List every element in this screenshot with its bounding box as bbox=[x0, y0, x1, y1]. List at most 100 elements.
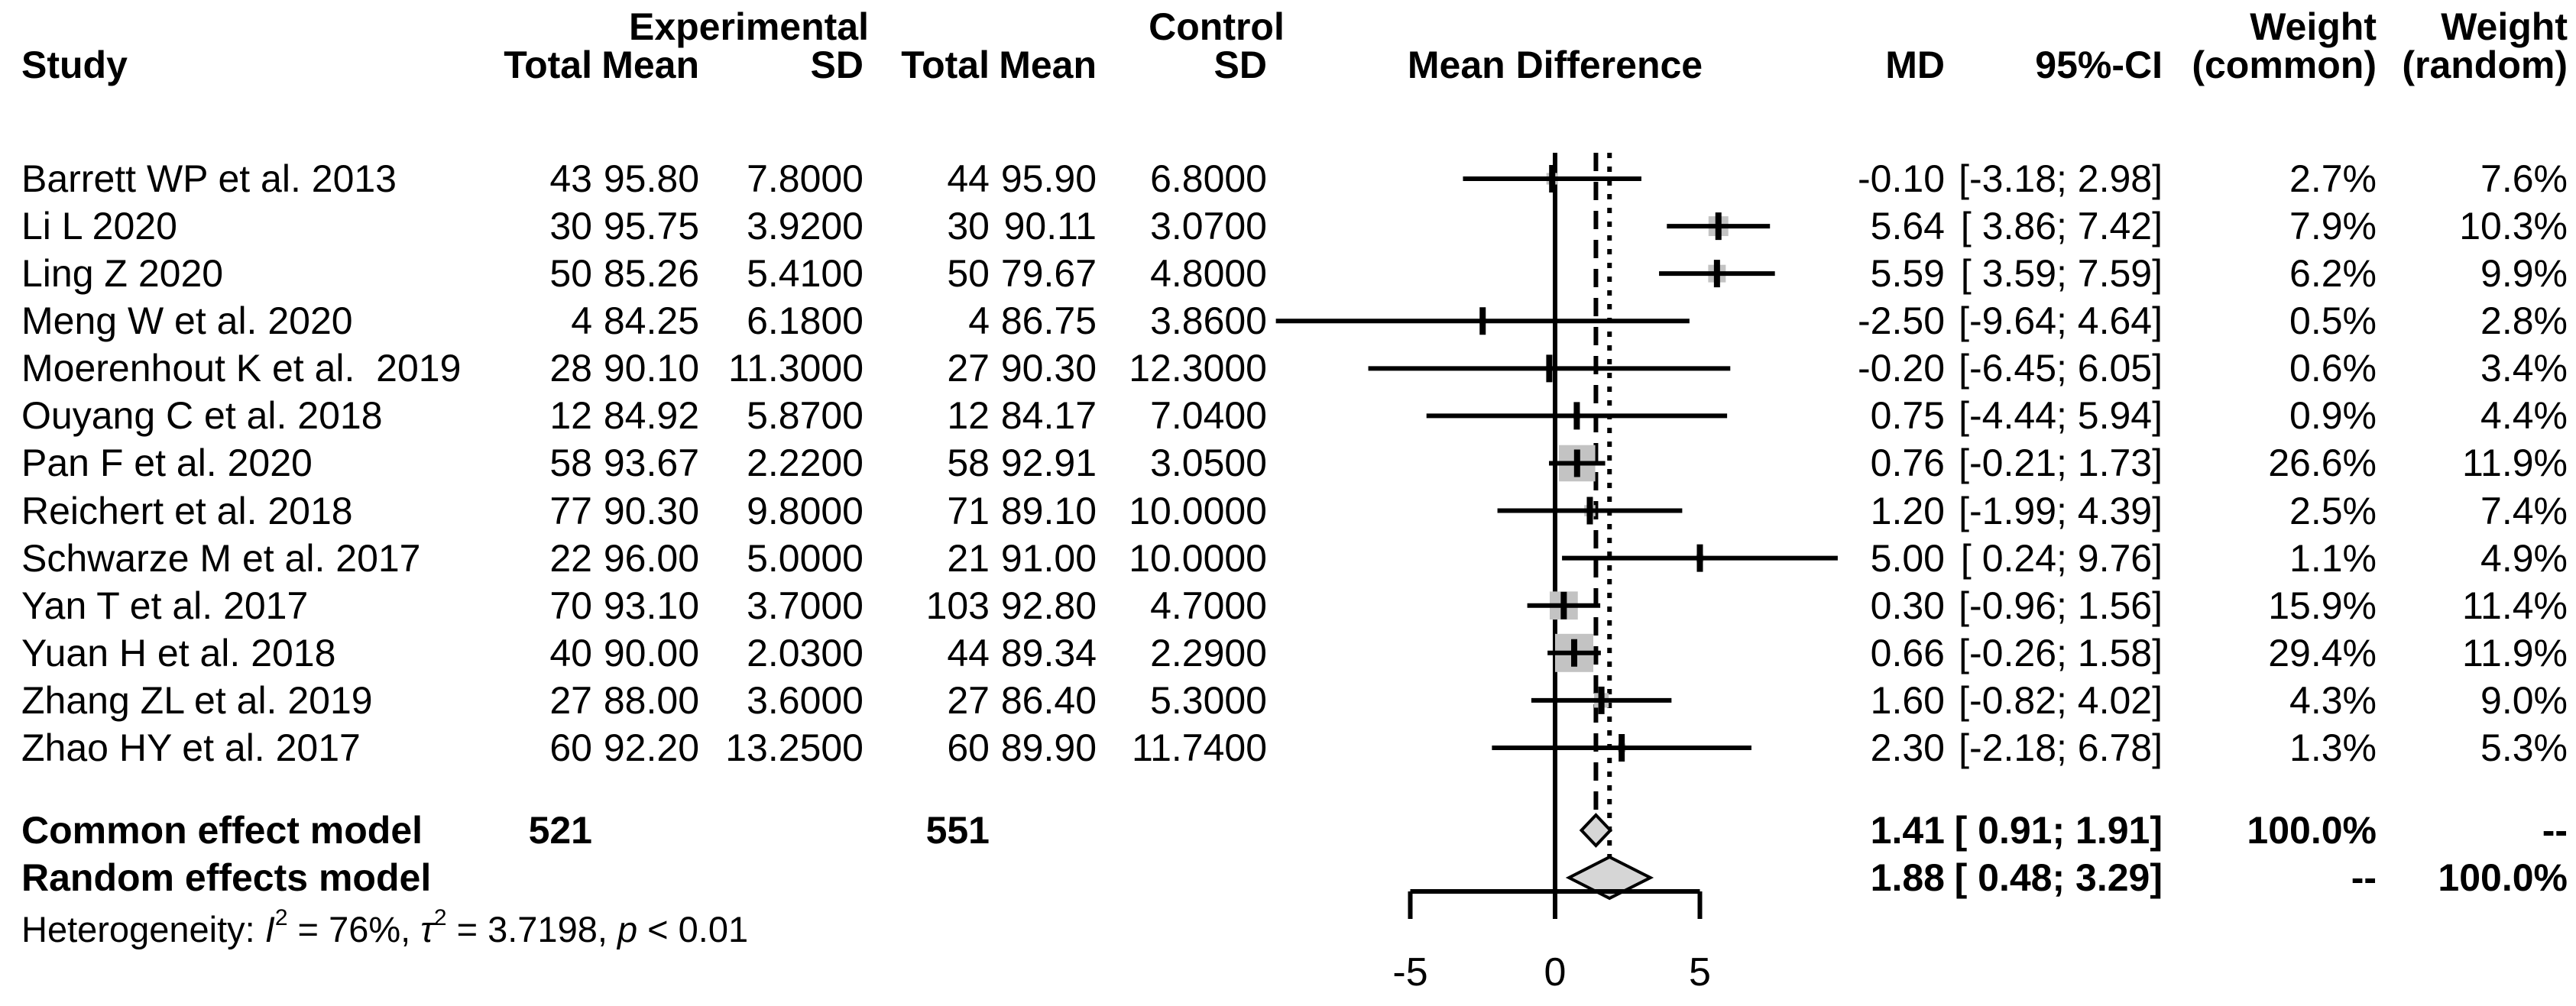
total-exp: 27 bbox=[549, 679, 592, 722]
ci-value: [-6.45; 6.05] bbox=[1959, 347, 2163, 390]
header-group-experimental: Experimental bbox=[628, 5, 869, 48]
sd-exp: 9.8000 bbox=[747, 490, 864, 532]
header-plot-title: Mean Difference bbox=[1407, 44, 1703, 86]
weight-random-value: 11.9% bbox=[2461, 442, 2568, 484]
mean-ctl: 91.00 bbox=[1000, 537, 1097, 580]
heterogeneity-segment: 2 bbox=[433, 905, 447, 930]
study-name: Pan F et al. 2020 bbox=[21, 442, 313, 484]
mean-exp: 84.25 bbox=[603, 299, 699, 342]
md-value: 0.30 bbox=[1870, 584, 1945, 627]
total-exp: 40 bbox=[549, 632, 592, 674]
ci-value: [-3.18; 2.98] bbox=[1959, 157, 2163, 200]
mean-exp: 90.30 bbox=[603, 490, 699, 532]
mean-exp: 90.10 bbox=[603, 347, 699, 390]
summary-weight-common-value: -- bbox=[2351, 856, 2377, 899]
summary-total-ctl: 551 bbox=[925, 809, 990, 852]
sd-exp: 11.3000 bbox=[727, 347, 864, 390]
weight-common-value: 1.3% bbox=[2289, 726, 2377, 769]
weight-random-value: 3.4% bbox=[2480, 347, 2568, 390]
header-weight-random-line2: (random) bbox=[2402, 44, 2568, 86]
total-ctl: 71 bbox=[947, 490, 990, 532]
weight-random-value: 9.9% bbox=[2480, 252, 2568, 295]
mean-exp: 90.00 bbox=[603, 632, 699, 674]
study-name: Yan T et al. 2017 bbox=[21, 584, 309, 627]
common-effect-diamond bbox=[1579, 813, 1613, 848]
header-sd-ctl: SD bbox=[1213, 44, 1267, 86]
ci-value: [ 3.59; 7.59] bbox=[1960, 252, 2163, 295]
weight-common-value: 0.6% bbox=[2289, 347, 2377, 390]
heterogeneity-note: Heterogeneity: I2 = 76%, τ2 = 3.7198, p … bbox=[21, 905, 749, 953]
mean-ctl: 89.10 bbox=[1000, 490, 1097, 532]
ci-value: [-0.82; 4.02] bbox=[1959, 679, 2163, 722]
weight-common-value: 15.9% bbox=[2268, 584, 2377, 627]
summary-weight-random-value: -- bbox=[2542, 809, 2568, 852]
ci-value: [ 3.86; 7.42] bbox=[1960, 205, 2163, 247]
ci-value: [-4.44; 5.94] bbox=[1959, 394, 2163, 437]
md-value: -0.20 bbox=[1858, 347, 1945, 390]
header-weight-random-line1: Weight bbox=[2441, 5, 2568, 48]
summary-name: Common effect model bbox=[21, 809, 423, 852]
weight-common-value: 6.2% bbox=[2289, 252, 2377, 295]
weight-random-value: 2.8% bbox=[2480, 299, 2568, 342]
mean-ctl: 86.75 bbox=[1000, 299, 1097, 342]
md-value: 1.60 bbox=[1870, 679, 1945, 722]
header-weight-common-line1: Weight bbox=[2250, 5, 2377, 48]
md-value: 5.00 bbox=[1870, 537, 1945, 580]
weight-common-value: 26.6% bbox=[2268, 442, 2377, 484]
ci-value: [-1.99; 4.39] bbox=[1959, 490, 2163, 532]
sd-exp: 5.4100 bbox=[747, 252, 864, 295]
heterogeneity-segment: Heterogeneity: bbox=[21, 909, 265, 949]
md-value: 0.66 bbox=[1870, 632, 1945, 674]
ci-value: [-2.18; 6.78] bbox=[1959, 726, 2163, 769]
mean-exp: 93.10 bbox=[603, 584, 699, 627]
mean-ctl: 79.67 bbox=[1000, 252, 1097, 295]
total-ctl: 12 bbox=[947, 394, 990, 437]
summary-ci-value: [ 0.91; 1.91] bbox=[1954, 809, 2163, 852]
total-ctl: 27 bbox=[947, 679, 990, 722]
total-exp: 70 bbox=[549, 584, 592, 627]
md-value: -2.50 bbox=[1858, 299, 1945, 342]
study-name: Li L 2020 bbox=[21, 205, 177, 247]
mean-exp: 96.00 bbox=[603, 537, 699, 580]
sd-exp: 3.9200 bbox=[747, 205, 864, 247]
mean-ctl: 95.90 bbox=[1000, 157, 1097, 200]
total-ctl: 21 bbox=[947, 537, 990, 580]
axis-tick-label: 5 bbox=[1689, 950, 1711, 995]
sd-ctl: 10.0000 bbox=[1129, 537, 1267, 580]
weight-common-value: 2.7% bbox=[2289, 157, 2377, 200]
weight-common-value: 4.3% bbox=[2289, 679, 2377, 722]
total-ctl: 103 bbox=[925, 584, 990, 627]
mean-exp: 85.26 bbox=[603, 252, 699, 295]
md-value: 0.76 bbox=[1870, 442, 1945, 484]
header-weight-common-line2: (common) bbox=[2192, 44, 2377, 86]
ci-value: [ 0.24; 9.76] bbox=[1960, 537, 2163, 580]
heterogeneity-segment: 2 bbox=[274, 905, 288, 930]
ci-value: [-0.26; 1.58] bbox=[1959, 632, 2163, 674]
ci-value: [-0.21; 1.73] bbox=[1959, 442, 2163, 484]
weight-random-value: 7.4% bbox=[2480, 490, 2568, 532]
sd-exp: 6.1800 bbox=[747, 299, 864, 342]
mean-exp: 95.80 bbox=[603, 157, 699, 200]
total-ctl: 60 bbox=[947, 726, 990, 769]
total-exp: 43 bbox=[549, 157, 592, 200]
sd-exp: 2.0300 bbox=[747, 632, 864, 674]
header-total-ctl: Total bbox=[901, 44, 990, 86]
sd-ctl: 10.0000 bbox=[1129, 490, 1267, 532]
weight-random-value: 10.3% bbox=[2459, 205, 2568, 247]
total-ctl: 44 bbox=[947, 157, 990, 200]
heterogeneity-segment: < 0.01 bbox=[637, 909, 749, 949]
total-exp: 4 bbox=[571, 299, 592, 342]
header-total-exp: Total bbox=[504, 44, 592, 86]
md-value: -0.10 bbox=[1858, 157, 1945, 200]
sd-exp: 3.7000 bbox=[747, 584, 864, 627]
total-exp: 12 bbox=[549, 394, 592, 437]
total-ctl: 27 bbox=[947, 347, 990, 390]
mean-exp: 93.67 bbox=[603, 442, 699, 484]
md-value: 0.75 bbox=[1870, 394, 1945, 437]
heterogeneity-segment: = 76%, bbox=[287, 909, 421, 949]
header-sd-exp: SD bbox=[810, 44, 864, 86]
sd-ctl: 3.0500 bbox=[1150, 442, 1267, 484]
total-exp: 28 bbox=[549, 347, 592, 390]
total-exp: 60 bbox=[549, 726, 592, 769]
weight-common-value: 1.1% bbox=[2289, 537, 2377, 580]
